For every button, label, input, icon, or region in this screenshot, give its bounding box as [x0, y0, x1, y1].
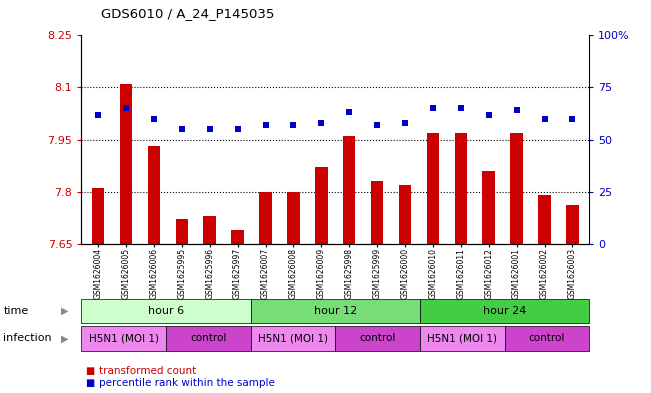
- Text: transformed count: transformed count: [99, 365, 196, 376]
- Point: [400, 120, 410, 126]
- Point: [372, 122, 382, 128]
- Text: percentile rank within the sample: percentile rank within the sample: [99, 378, 275, 388]
- Point: [512, 107, 522, 114]
- Point: [539, 116, 549, 122]
- Bar: [92, 188, 104, 244]
- Point: [204, 126, 215, 132]
- Point: [121, 105, 132, 111]
- Bar: [315, 167, 327, 244]
- Bar: [398, 185, 411, 244]
- Text: GDS6010 / A_24_P145035: GDS6010 / A_24_P145035: [101, 7, 274, 20]
- Text: infection: infection: [3, 333, 52, 343]
- Text: ▶: ▶: [61, 333, 69, 343]
- Point: [456, 105, 466, 111]
- Point: [148, 116, 159, 122]
- Text: ▶: ▶: [61, 306, 69, 316]
- Bar: [426, 132, 439, 244]
- Text: control: control: [529, 333, 565, 343]
- Text: hour 24: hour 24: [483, 306, 526, 316]
- Bar: [120, 84, 132, 244]
- Bar: [231, 230, 244, 244]
- Text: ■: ■: [85, 378, 94, 388]
- Bar: [482, 171, 495, 244]
- Text: hour 12: hour 12: [314, 306, 357, 316]
- Text: control: control: [359, 333, 396, 343]
- Text: H5N1 (MOI 1): H5N1 (MOI 1): [427, 333, 497, 343]
- Text: hour 6: hour 6: [148, 306, 184, 316]
- Text: H5N1 (MOI 1): H5N1 (MOI 1): [89, 333, 159, 343]
- Point: [176, 126, 187, 132]
- Bar: [454, 132, 467, 244]
- Text: ■: ■: [85, 365, 94, 376]
- Bar: [371, 181, 383, 244]
- Point: [316, 120, 327, 126]
- Bar: [259, 191, 271, 244]
- Bar: [148, 147, 160, 244]
- Point: [288, 122, 299, 128]
- Point: [484, 111, 494, 118]
- Point: [428, 105, 438, 111]
- Point: [260, 122, 271, 128]
- Point: [232, 126, 243, 132]
- Bar: [176, 219, 188, 244]
- Point: [344, 109, 354, 116]
- Bar: [203, 216, 216, 244]
- Text: H5N1 (MOI 1): H5N1 (MOI 1): [258, 333, 328, 343]
- Bar: [287, 191, 299, 244]
- Text: control: control: [190, 333, 227, 343]
- Text: time: time: [3, 306, 29, 316]
- Bar: [538, 195, 551, 244]
- Bar: [510, 132, 523, 244]
- Point: [567, 116, 577, 122]
- Bar: [343, 136, 355, 244]
- Bar: [566, 206, 579, 244]
- Point: [93, 111, 104, 118]
